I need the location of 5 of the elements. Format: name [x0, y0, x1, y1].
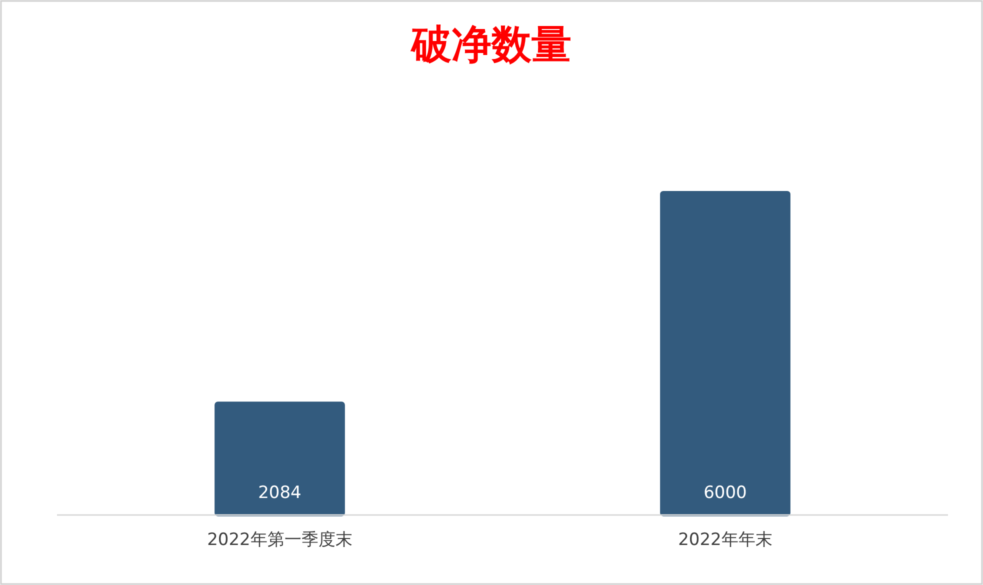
data-label: 2084	[258, 483, 302, 503]
chart-title: 破净数量	[410, 22, 572, 68]
x-tick-label: 2022年年末	[678, 530, 772, 550]
data-label: 6000	[704, 483, 747, 503]
x-tick-label: 2022年第一季度末	[207, 530, 352, 550]
